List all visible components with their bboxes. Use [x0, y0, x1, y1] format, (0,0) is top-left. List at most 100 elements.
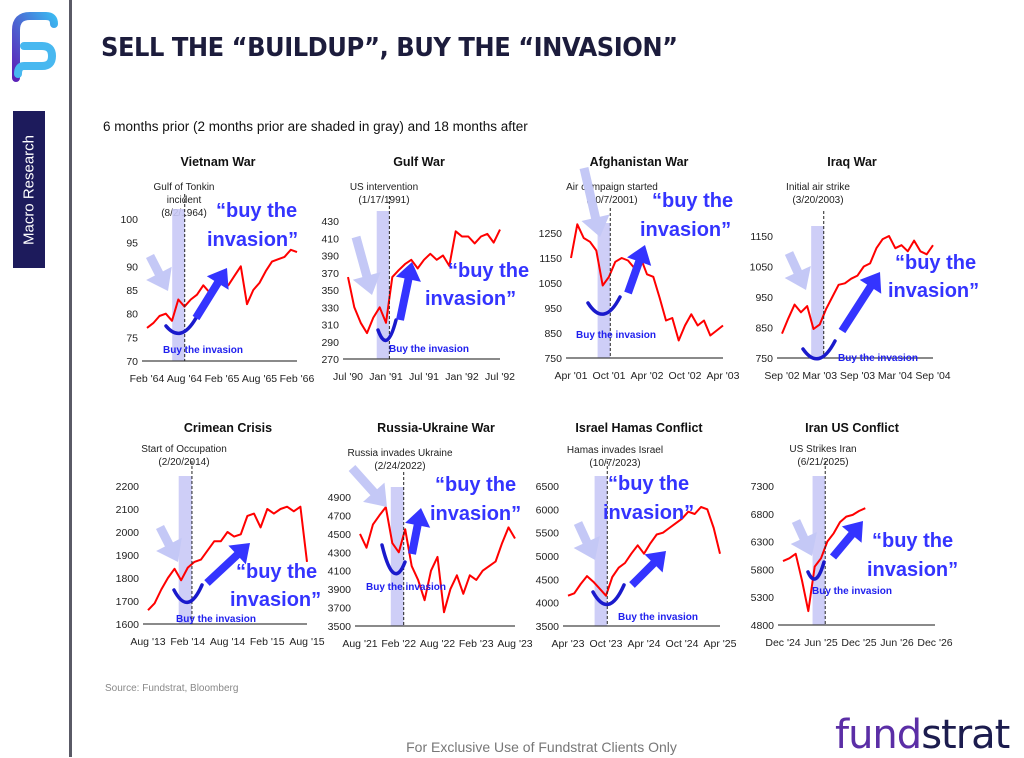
buy-the-invasion-label: Buy the invasion [163, 345, 243, 356]
y-tick-label: 950 [755, 292, 773, 304]
x-tick-label: Oct '24 [666, 638, 699, 650]
buy-the-invasion-callout: invasion” [207, 229, 298, 251]
event-label: Russia invades Ukraine [347, 448, 452, 459]
x-tick-label: Dec '24 [765, 637, 800, 649]
event-label: (10/7/2023) [589, 458, 640, 469]
x-tick-label: Apr '01 [555, 370, 588, 382]
y-tick-label: 95 [126, 238, 138, 250]
series-line [782, 507, 866, 613]
buy-the-invasion-callout: “buy the [448, 260, 529, 282]
trough-curve [172, 583, 204, 604]
trough-curve [806, 560, 826, 581]
buy-the-invasion-callout: invasion” [888, 280, 979, 302]
source-note: Source: Fundstrat, Bloomberg [105, 683, 239, 694]
y-tick-label: 1800 [116, 573, 140, 585]
y-tick-label: 4700 [328, 510, 352, 522]
section-label-box: Macro Research [13, 111, 45, 268]
buy-arrow-icon [395, 262, 421, 321]
x-tick-label: Jun '25 [804, 637, 838, 649]
series-line [570, 223, 724, 342]
y-tick-label: 5000 [536, 551, 560, 563]
y-tick-label: 5800 [751, 564, 775, 576]
shaded-period [594, 476, 608, 626]
buy-the-invasion-callout: invasion” [867, 559, 958, 581]
x-tick-label: Aug '15 [289, 636, 324, 648]
x-tick-label: Feb '22 [381, 638, 416, 650]
buy-the-invasion-callout: “buy the [872, 530, 953, 552]
x-tick-label: Sep '03 [840, 370, 875, 382]
x-tick-label: Feb '23 [459, 638, 494, 650]
buy-the-invasion-callout: invasion” [430, 503, 521, 525]
y-tick-label: 6300 [751, 537, 775, 549]
y-tick-label: 6000 [536, 504, 560, 516]
light-down-arrow-icon [573, 521, 600, 560]
light-down-arrow-icon [348, 464, 387, 507]
light-down-arrow-icon [155, 524, 182, 562]
x-tick-label: Jan '91 [369, 371, 403, 383]
buy-the-invasion-callout: “buy the [216, 200, 297, 222]
x-tick-label: Jun '26 [880, 637, 914, 649]
buy-the-invasion-callout: “buy the [608, 473, 689, 495]
buy-the-invasion-label: Buy the invasion [618, 612, 698, 623]
light-down-arrow-icon [145, 253, 172, 291]
y-tick-label: 1250 [539, 228, 563, 240]
x-tick-label: Jul '92 [485, 371, 515, 383]
x-tick-label: Mar '04 [878, 370, 913, 382]
y-tick-label: 5300 [751, 592, 775, 604]
event-label: (10/7/2001) [586, 195, 637, 206]
chart-title: Iraq War [827, 155, 877, 169]
y-tick-label: 350 [321, 285, 339, 297]
x-tick-label: Aug '65 [242, 373, 277, 385]
y-tick-label: 430 [321, 216, 339, 228]
event-label: (6/21/2025) [797, 457, 848, 468]
shaded-period [390, 487, 404, 626]
x-tick-label: Dec '26 [917, 637, 952, 649]
x-tick-label: Aug '14 [210, 636, 245, 648]
event-label: Gulf of Tonkin [154, 182, 215, 193]
y-tick-label: 1150 [539, 253, 562, 265]
trough-curve [591, 583, 626, 606]
x-tick-label: Apr '24 [628, 638, 661, 650]
chart-title: Iran US Conflict [805, 421, 900, 435]
y-tick-label: 4500 [328, 529, 352, 541]
chart-title: Gulf War [393, 155, 445, 169]
event-label: Start of Occupation [141, 444, 227, 455]
y-tick-label: 1700 [116, 596, 140, 608]
trough-curve [380, 543, 407, 576]
shaded-period [812, 476, 826, 625]
fundstrat-wordmark-logo: fundstrat [835, 712, 1010, 758]
y-tick-label: 750 [755, 353, 773, 365]
y-tick-label: 4900 [328, 492, 352, 504]
buy-arrow-icon [629, 551, 666, 588]
x-tick-label: Jul '90 [333, 371, 363, 383]
y-tick-label: 85 [126, 285, 138, 297]
x-tick-label: Aug '23 [497, 638, 532, 650]
event-label: (2/20/2014) [158, 457, 209, 468]
series-line [146, 248, 298, 329]
y-tick-label: 2200 [116, 481, 140, 493]
logo-text-fund: fund [835, 712, 922, 758]
shaded-period [172, 209, 185, 361]
chart-title: Israel Hamas Conflict [575, 421, 703, 435]
y-tick-label: 4500 [536, 574, 560, 586]
event-label: incident [167, 195, 202, 206]
y-tick-label: 850 [755, 323, 773, 335]
x-tick-label: Aug '64 [167, 373, 202, 385]
x-tick-label: Feb '15 [250, 636, 285, 648]
x-tick-label: Apr '23 [552, 638, 585, 650]
buy-arrow-icon [838, 272, 882, 334]
y-tick-label: 4000 [536, 598, 560, 610]
y-tick-label: 290 [321, 337, 339, 349]
x-tick-label: Aug '13 [130, 636, 165, 648]
y-tick-label: 390 [321, 251, 339, 263]
buy-the-invasion-callout: invasion” [640, 219, 731, 241]
x-tick-label: Apr '03 [707, 370, 740, 382]
x-tick-label: Jul '91 [409, 371, 439, 383]
y-tick-label: 75 [126, 332, 138, 344]
x-tick-label: Apr '02 [631, 370, 664, 382]
x-tick-label: Jan '92 [445, 371, 479, 383]
y-tick-label: 5500 [536, 528, 560, 540]
series-line [567, 506, 721, 597]
chart-panel: Israel Hamas Conflict Hamas invades Israe… [536, 421, 737, 650]
